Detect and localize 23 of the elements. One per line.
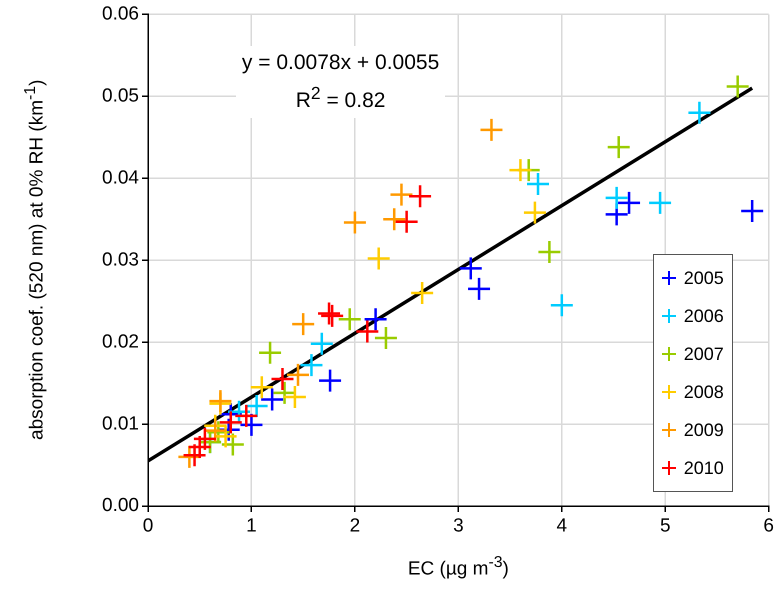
x-tick-label: 0 — [142, 516, 154, 537]
x-tick-label: 2 — [350, 516, 360, 537]
y-tick-label: 0.00 — [102, 495, 139, 516]
x-tick-label: 4 — [556, 516, 568, 537]
y-tick-label: 0.05 — [102, 86, 139, 107]
legend-label: 2007 — [684, 344, 724, 364]
y-tick-label: 0.06 — [102, 4, 139, 25]
y-tick-label: 0.03 — [102, 249, 139, 270]
legend-label: 2005 — [684, 268, 724, 288]
legend-label: 2009 — [684, 420, 724, 440]
x-tick-label: 3 — [453, 516, 464, 537]
legend-label: 2008 — [684, 382, 724, 402]
annotation: R$^{2}$ = 0.82 — [296, 83, 386, 112]
y-tick-label: 0.01 — [102, 413, 139, 434]
x-tick-label: 6 — [763, 516, 774, 537]
x-axis-title: EC (µg m$^{-3}$) — [408, 554, 509, 580]
x-tick-label: 1 — [246, 516, 257, 537]
y-tick-label: 0.02 — [102, 331, 139, 352]
annotation: y = 0.0078x + 0.0055 — [242, 51, 440, 74]
x-tick-label: 5 — [660, 516, 671, 537]
legend-label: 2006 — [684, 306, 724, 326]
legend-label: 2010 — [684, 458, 724, 478]
y-tick-label: 0.04 — [102, 168, 140, 188]
